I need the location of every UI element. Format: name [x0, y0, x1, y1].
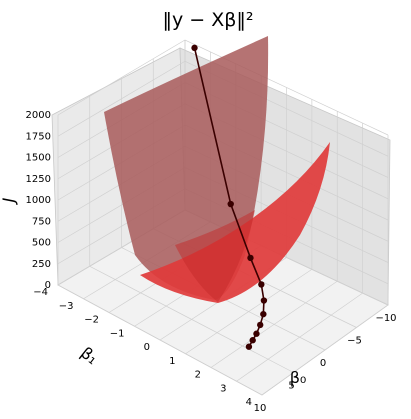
- descent-path-point: [260, 310, 267, 318]
- x-tick-label: −5: [347, 336, 362, 347]
- x-tick-label: 5: [288, 381, 294, 392]
- z-tick-label: 1750: [26, 131, 51, 142]
- descent-path-point: [253, 330, 260, 337]
- descent-path-point: [257, 321, 264, 329]
- z-tick-label: 2000: [26, 110, 51, 121]
- y-grid-line: [185, 99, 313, 355]
- descent-path-point: [260, 297, 268, 304]
- y-grid-line: [159, 87, 287, 341]
- descent-path-point: [249, 337, 256, 344]
- y-tick-label: 2: [195, 370, 201, 381]
- z-tick-label: 1500: [26, 153, 51, 164]
- y-tick-label: 1: [169, 356, 175, 367]
- y-grid-line: [261, 135, 389, 396]
- y-axis-label: β₁: [77, 343, 102, 368]
- descent-path: [191, 44, 268, 350]
- x-tick-label: −10: [375, 313, 396, 324]
- x-tick-labels: −10 −5 0 5 10: [254, 313, 397, 414]
- z-tick-label: 1250: [26, 174, 51, 185]
- descent-path-point: [245, 343, 253, 350]
- z-tick-label: 1000: [26, 195, 51, 206]
- z-tick-label: 250: [32, 259, 51, 270]
- chart-title: ‖y − Xβ‖²: [162, 9, 253, 31]
- y-tick-label: 4: [246, 397, 252, 408]
- y-tick-label: 0: [144, 342, 150, 353]
- y-tick-label: −4: [33, 287, 48, 298]
- x-tick-label: 0: [320, 358, 326, 369]
- z-tick-label: 0: [45, 280, 51, 291]
- loss-surface: [104, 36, 330, 303]
- y-tick-label: −1: [110, 328, 125, 339]
- descent-path-point: [227, 200, 234, 208]
- descent-path-point: [247, 254, 254, 262]
- z-tick-labels: 0 250 500 750 1000 1250 1500 1750 2000: [26, 110, 51, 291]
- x-tick-label: 10: [254, 403, 267, 414]
- z-axis-label: J: [0, 197, 18, 205]
- y-tick-label: −3: [59, 301, 74, 312]
- z-tick-label: 500: [32, 238, 51, 249]
- surface-shade: [175, 210, 255, 302]
- descent-path-point: [258, 281, 265, 288]
- y-tick-label: −2: [84, 315, 99, 326]
- y-tick-label: 3: [220, 383, 226, 394]
- descent-path-line: [193, 47, 265, 348]
- y-tick-labels: −4 −3 −2 −1 0 1 2 3 4: [33, 287, 252, 408]
- z-tick-label: 750: [32, 216, 51, 227]
- descent-path-point: [191, 44, 198, 52]
- y-grid-line: [236, 123, 363, 382]
- x-axis-label: β₀: [290, 368, 307, 387]
